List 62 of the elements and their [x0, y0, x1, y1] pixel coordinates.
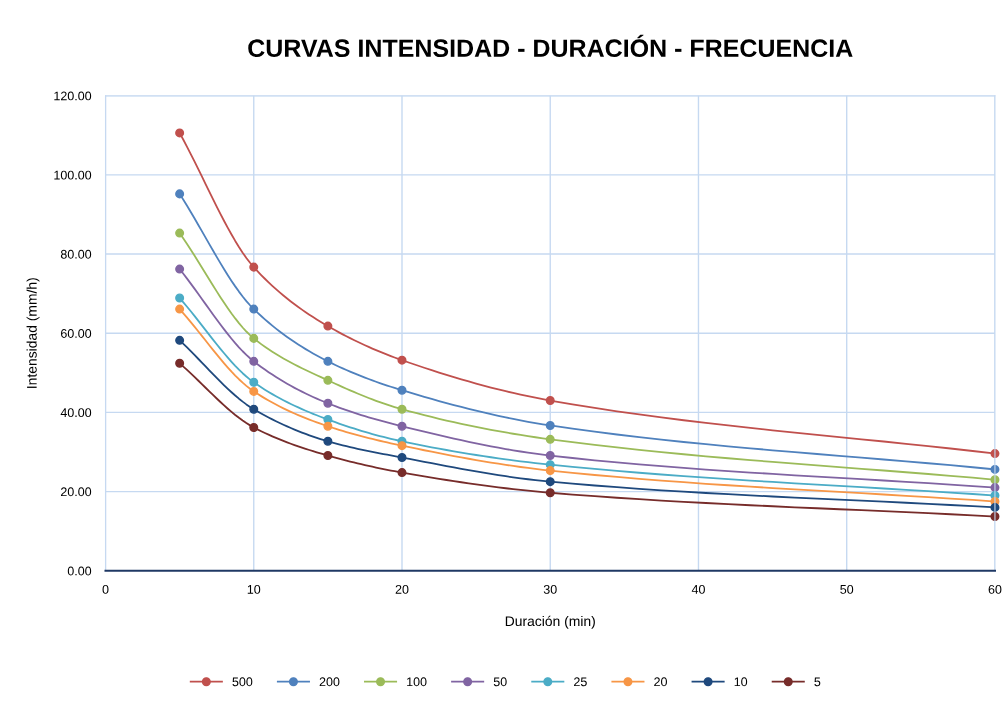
point — [545, 434, 555, 444]
legend-label: 50 — [493, 677, 507, 687]
point — [249, 404, 259, 414]
point — [175, 264, 185, 274]
point — [249, 356, 259, 366]
point — [249, 377, 259, 387]
y-tick-label: 60.00 — [60, 329, 92, 338]
point — [323, 321, 333, 331]
point — [323, 398, 333, 408]
point — [397, 355, 407, 365]
y-tick-label: 20.00 — [60, 487, 92, 497]
point — [175, 189, 185, 199]
point — [249, 386, 259, 396]
legend-label: 200 — [319, 677, 340, 687]
x-tick-label: 10 — [247, 584, 261, 594]
y-axis-title: Intensidad (mm/h) — [26, 278, 40, 388]
point — [545, 420, 555, 430]
x-tick-label: 20 — [395, 584, 409, 594]
point — [545, 396, 555, 406]
point — [323, 375, 333, 385]
legend-label: 500 — [232, 677, 253, 687]
point — [545, 477, 555, 487]
point — [545, 451, 555, 461]
point — [175, 335, 185, 345]
legend-label: 20 — [654, 677, 667, 687]
chart-title: CURVAS INTENSIDAD - DURACIÓN - FRECUENCIA — [248, 34, 853, 58]
y-tick-label: 80.00 — [60, 249, 92, 259]
legend-label: 25 — [574, 677, 587, 687]
point — [323, 436, 333, 446]
point — [249, 422, 259, 432]
legend-label: 100 — [407, 677, 427, 687]
point — [397, 468, 407, 478]
y-tick-label: 0.00 — [67, 566, 92, 576]
point — [397, 404, 407, 414]
legend-label: 5 — [814, 677, 821, 687]
x-tick-label: 50 — [840, 584, 854, 594]
legend-label: 10 — [734, 677, 748, 687]
x-tick-label: 40 — [691, 584, 705, 594]
x-tick-label: 30 — [543, 584, 557, 594]
y-tick-label: 100.00 — [54, 170, 92, 180]
y-tick-label: 40.00 — [60, 408, 92, 418]
point — [249, 333, 259, 343]
point — [323, 451, 333, 461]
point — [545, 466, 555, 476]
point — [249, 262, 259, 272]
point — [545, 488, 555, 498]
x-tick-label: 60 — [988, 584, 1002, 594]
point — [175, 128, 185, 138]
point — [175, 293, 185, 303]
point — [175, 358, 185, 368]
point — [323, 421, 333, 431]
point — [397, 453, 407, 463]
point — [397, 421, 407, 431]
x-axis-title: Duración (min) — [505, 615, 595, 629]
point — [249, 304, 259, 314]
point — [397, 441, 407, 451]
y-tick-label: 120.00 — [54, 91, 92, 101]
point — [175, 304, 185, 314]
x-tick-label: 0 — [102, 584, 109, 594]
point — [323, 356, 333, 366]
point — [175, 228, 185, 238]
point — [397, 385, 407, 395]
